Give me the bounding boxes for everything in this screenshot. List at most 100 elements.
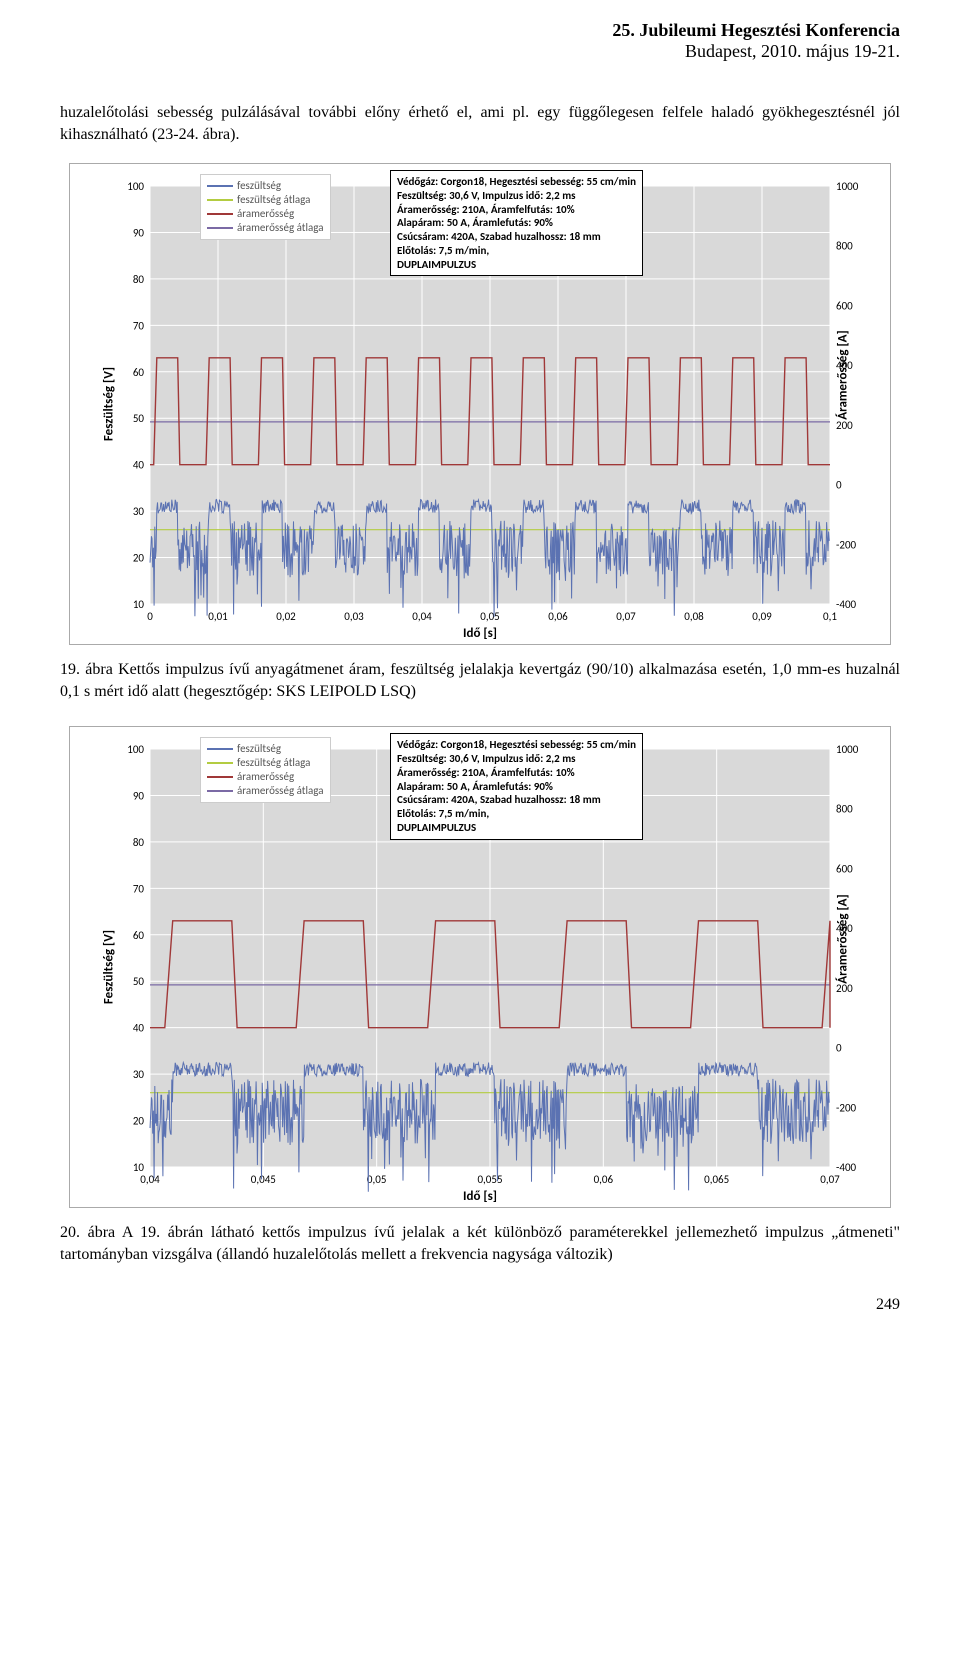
svg-text:90: 90 bbox=[133, 227, 145, 240]
chart-2-xlabel: Idő [s] bbox=[463, 1189, 497, 1204]
svg-text:30: 30 bbox=[133, 505, 145, 518]
svg-text:0,04: 0,04 bbox=[412, 610, 432, 623]
svg-text:10: 10 bbox=[133, 598, 145, 611]
svg-text:0,03: 0,03 bbox=[344, 610, 364, 623]
intro-paragraph: huzalelőtolási sebesség pulzálásával tov… bbox=[60, 102, 900, 145]
svg-text:0,04: 0,04 bbox=[140, 1173, 160, 1186]
legend-swatch bbox=[207, 227, 233, 229]
svg-text:0,045: 0,045 bbox=[251, 1173, 276, 1186]
chart-1-xlabel: Idő [s] bbox=[463, 626, 497, 641]
svg-text:0,05: 0,05 bbox=[367, 1173, 386, 1186]
svg-text:20: 20 bbox=[133, 1115, 145, 1128]
svg-text:200: 200 bbox=[836, 419, 853, 432]
svg-text:30: 30 bbox=[133, 1068, 145, 1081]
params-line: Feszültség: 30,6 V, Impulzus idő: 2,2 ms bbox=[397, 752, 636, 766]
legend-row: áramerősség bbox=[207, 770, 324, 783]
legend-label: feszültség átlaga bbox=[237, 756, 310, 769]
svg-text:-200: -200 bbox=[836, 1102, 857, 1115]
svg-text:100: 100 bbox=[127, 180, 144, 193]
params-line: Feszültség: 30,6 V, Impulzus idő: 2,2 ms bbox=[397, 189, 636, 203]
chart-2-area: 1020304050607080901000,040,0450,050,0550… bbox=[70, 727, 890, 1207]
svg-text:80: 80 bbox=[133, 273, 145, 286]
figure-20-caption: 20. ábra A 19. ábrán látható kettős impu… bbox=[60, 1222, 900, 1265]
svg-text:0,09: 0,09 bbox=[752, 610, 772, 623]
header-subtitle: Budapest, 2010. május 19-21. bbox=[60, 41, 900, 62]
svg-text:40: 40 bbox=[133, 1022, 145, 1035]
svg-text:0,06: 0,06 bbox=[548, 610, 568, 623]
figure-19: 10 20 30 40 50 60 70 80 90 100 0 0,01 0,02 0,03 0,04 0,… bbox=[69, 163, 891, 645]
svg-text:-400: -400 bbox=[836, 598, 857, 611]
svg-text:600: 600 bbox=[836, 300, 853, 313]
svg-text:200: 200 bbox=[836, 982, 853, 995]
svg-text:20: 20 bbox=[133, 552, 145, 565]
legend-row: áramerősség átlaga bbox=[207, 221, 324, 234]
chart-1-ylabel-left: Feszültség [V] bbox=[102, 367, 117, 441]
header-title: 25. Jubileumi Hegesztési Konferencia bbox=[60, 20, 900, 41]
svg-text:0,1: 0,1 bbox=[823, 610, 837, 623]
legend-label: áramerősség bbox=[237, 207, 294, 220]
svg-text:50: 50 bbox=[133, 412, 145, 425]
legend-row: feszültség bbox=[207, 742, 324, 755]
legend-swatch bbox=[207, 185, 233, 187]
legend-swatch bbox=[207, 762, 233, 764]
svg-text:70: 70 bbox=[133, 320, 145, 333]
svg-text:80: 80 bbox=[133, 836, 145, 849]
legend-row: feszültség átlaga bbox=[207, 193, 324, 206]
legend-label: feszültség bbox=[237, 742, 281, 755]
legend-label: áramerősség átlaga bbox=[237, 784, 324, 797]
svg-text:600: 600 bbox=[836, 863, 853, 876]
svg-text:-200: -200 bbox=[836, 538, 857, 551]
chart-2-params-box: Védőgáz: Corgon18, Hegesztési sebesség: … bbox=[390, 733, 643, 839]
figure-19-caption: 19. ábra Kettős impulzus ívű anyagátmene… bbox=[60, 659, 900, 702]
chart-1-params-box: Védőgáz: Corgon18, Hegesztési sebesség: … bbox=[390, 170, 643, 276]
legend-label: áramerősség átlaga bbox=[237, 221, 324, 234]
legend-label: feszültség bbox=[237, 179, 281, 192]
svg-text:0,06: 0,06 bbox=[594, 1173, 614, 1186]
params-line: Előtolás: 7,5 m/min, bbox=[397, 244, 636, 258]
params-line: Alapáram: 50 A, Áramlefutás: 90% bbox=[397, 780, 636, 794]
svg-text:0,07: 0,07 bbox=[616, 610, 636, 623]
chart-2-ylabel-right: Áramerősség [A] bbox=[836, 894, 851, 984]
svg-text:0: 0 bbox=[147, 610, 153, 623]
params-line: Csúcsáram: 420A, Szabad huzalhossz: 18 m… bbox=[397, 793, 636, 807]
legend-swatch bbox=[207, 199, 233, 201]
figure-20: 1020304050607080901000,040,0450,050,0550… bbox=[69, 726, 891, 1208]
legend-row: feszültség bbox=[207, 179, 324, 192]
params-line: DUPLAIMPULZUS bbox=[397, 258, 636, 272]
svg-text:0,065: 0,065 bbox=[704, 1173, 729, 1186]
svg-text:0: 0 bbox=[836, 479, 842, 492]
params-line: Védőgáz: Corgon18, Hegesztési sebesség: … bbox=[397, 738, 636, 752]
svg-text:800: 800 bbox=[836, 240, 853, 253]
svg-text:0,07: 0,07 bbox=[820, 1173, 840, 1186]
svg-text:0,01: 0,01 bbox=[208, 610, 228, 623]
svg-text:60: 60 bbox=[133, 366, 145, 379]
params-line: Áramerősség: 210A, Áramfelfutás: 10% bbox=[397, 766, 636, 780]
page-number: 249 bbox=[60, 1296, 900, 1314]
svg-text:0,02: 0,02 bbox=[276, 610, 296, 623]
svg-text:0,05: 0,05 bbox=[480, 610, 499, 623]
svg-text:40: 40 bbox=[133, 459, 145, 472]
svg-text:800: 800 bbox=[836, 803, 853, 816]
params-line: Védőgáz: Corgon18, Hegesztési sebesség: … bbox=[397, 175, 636, 189]
chart-1-ylabel-right: Áramerősség [A] bbox=[836, 331, 851, 421]
svg-text:-400: -400 bbox=[836, 1161, 857, 1174]
legend-label: feszültség átlaga bbox=[237, 193, 310, 206]
svg-text:50: 50 bbox=[133, 976, 145, 989]
svg-text:100: 100 bbox=[127, 743, 144, 756]
svg-text:0,08: 0,08 bbox=[684, 610, 704, 623]
params-line: Alapáram: 50 A, Áramlefutás: 90% bbox=[397, 216, 636, 230]
params-line: DUPLAIMPULZUS bbox=[397, 821, 636, 835]
chart-2-ylabel-left: Feszültség [V] bbox=[102, 930, 117, 1004]
page-header: 25. Jubileumi Hegesztési Konferencia Bud… bbox=[60, 20, 900, 62]
svg-text:0: 0 bbox=[836, 1042, 842, 1055]
legend-row: áramerősség bbox=[207, 207, 324, 220]
params-line: Előtolás: 7,5 m/min, bbox=[397, 807, 636, 821]
legend-swatch bbox=[207, 213, 233, 215]
svg-text:90: 90 bbox=[133, 790, 145, 803]
svg-text:70: 70 bbox=[133, 883, 145, 896]
chart-2-legend: feszültségfeszültség átlagaáramerősségár… bbox=[200, 737, 331, 803]
legend-swatch bbox=[207, 790, 233, 792]
params-line: Áramerősség: 210A, Áramfelfutás: 10% bbox=[397, 203, 636, 217]
legend-row: feszültség átlaga bbox=[207, 756, 324, 769]
legend-label: áramerősség bbox=[237, 770, 294, 783]
